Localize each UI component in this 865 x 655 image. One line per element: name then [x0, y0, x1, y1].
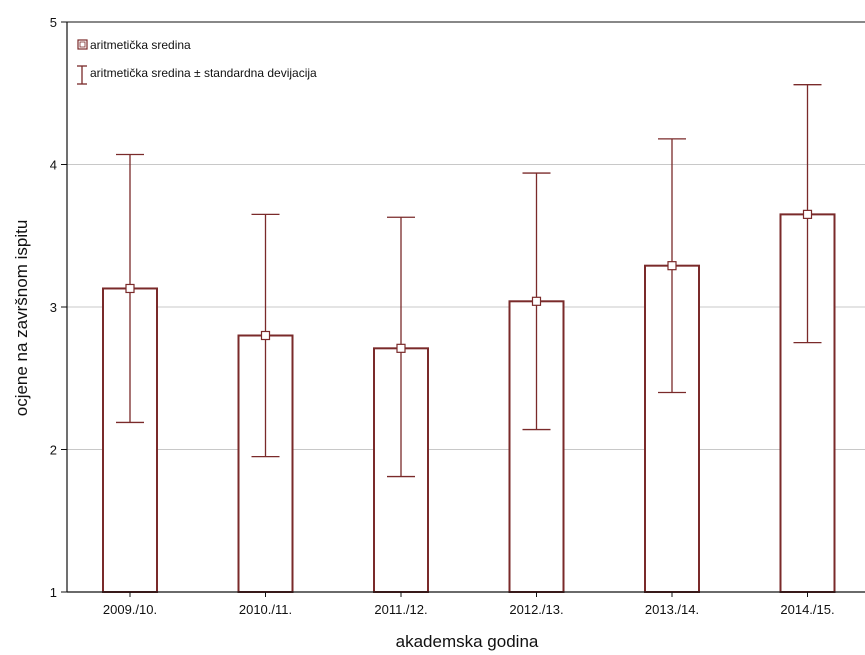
legend-mean-marker [77, 39, 88, 50]
legend: aritmetička sredina aritmetička sredina … [77, 38, 317, 85]
legend-entry-mean: aritmetička sredina [90, 38, 191, 52]
x-tick-label-2: 2011./12. [374, 602, 427, 617]
x-tick-label-1: 2010./11. [239, 602, 292, 617]
grid-lines [67, 164, 865, 450]
y-tick-label-1: 1 [50, 585, 57, 600]
y-tick-label-4: 4 [50, 158, 57, 173]
axes [61, 21, 865, 597]
legend-mean-marker-inner [79, 41, 86, 48]
x-axis-label: akademska godina [396, 632, 539, 651]
y-axis-label: ocjene na završnom ispitu [12, 220, 31, 417]
y-tick-label-3: 3 [50, 300, 57, 315]
y-tick-label-5: 5 [50, 15, 57, 30]
y-tick-label-2: 2 [50, 443, 57, 458]
x-tick-label-4: 2013./14. [645, 602, 699, 617]
mean-marker-0 [125, 283, 135, 294]
x-tick-label-0: 2009./10. [103, 602, 157, 617]
mean-marker-3 [531, 296, 542, 306]
tick-labels: 1 2 3 4 5 2009./10. 2010./11. 2011./12. 2012./13… [50, 15, 835, 617]
bars [102, 213, 836, 594]
x-tick-label-5: 2014./15. [780, 602, 834, 617]
mean-marker-1 [260, 330, 271, 341]
error-bars [116, 84, 822, 478]
x-tick-label-3: 2012./13. [509, 602, 563, 617]
mean-marker-4 [667, 261, 677, 271]
legend-entry-sd: aritmetička sredina ± standardna devijac… [90, 66, 317, 80]
mean-marker-2 [396, 343, 406, 353]
mean-marker-5 [802, 209, 813, 219]
